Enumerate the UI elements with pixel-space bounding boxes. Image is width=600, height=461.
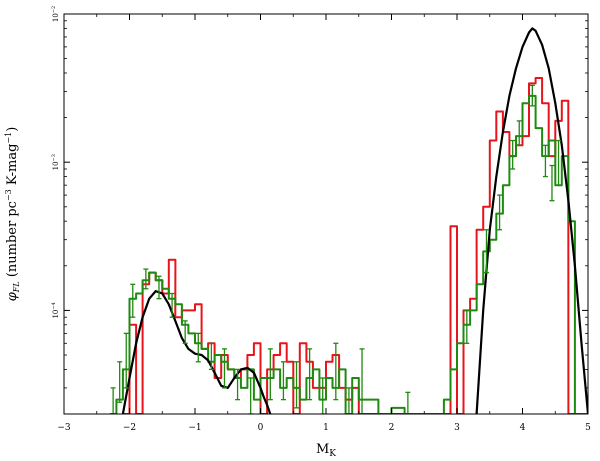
error-bar: [510, 139, 516, 170]
x-tick-label: 4: [520, 423, 526, 433]
tick-layer: −3 −2 −1 0 1 2 3 4 5 10−4 10−3 10−2: [51, 6, 591, 433]
error-bar: [464, 309, 470, 344]
x-tick-label: 5: [585, 423, 591, 433]
x-tick-label: 1: [323, 423, 329, 433]
y-axis-label-sup1: −3: [4, 189, 13, 201]
x-tick-label: 3: [454, 423, 460, 433]
y-axis-label-text2: K-mag: [5, 144, 20, 190]
series-layer: [109, 27, 588, 414]
error-bar: [208, 342, 214, 371]
errorbar-layer: [110, 84, 562, 414]
error-bar: [169, 292, 175, 318]
error-bar: [267, 348, 273, 401]
x-tick-label: 2: [389, 423, 395, 433]
error-bar: [359, 348, 365, 414]
error-bar: [516, 120, 522, 146]
error-bar: [143, 268, 149, 290]
error-bar: [195, 332, 201, 363]
y-axis-label-sub: FL: [12, 281, 21, 293]
error-bar: [556, 139, 562, 186]
series-line-1: [109, 94, 588, 414]
error-bar: [346, 387, 352, 414]
x-axis-label: MK: [316, 442, 336, 459]
x-axis-label-main: M: [316, 442, 329, 457]
error-bar: [130, 283, 136, 318]
series-line-2: [121, 27, 588, 414]
y-tick-label: 10−4: [51, 302, 60, 318]
error-bar: [542, 144, 548, 178]
error-bar: [333, 342, 339, 401]
x-tick-label: 0: [258, 423, 264, 433]
error-bar: [123, 332, 129, 389]
error-bar: [182, 320, 188, 344]
error-bar: [235, 368, 241, 401]
y-tick-label: 10−3: [51, 154, 60, 170]
y-axis-label: φFL (number pc−3 K-mag−1): [4, 127, 21, 302]
error-bar: [320, 377, 326, 414]
error-bar: [221, 348, 227, 389]
y-axis-label-phi: φ: [5, 291, 20, 301]
error-bar: [529, 84, 535, 107]
series-line-0: [122, 77, 588, 414]
x-tick-label: −2: [123, 423, 136, 433]
y-tick-label: 10−2: [51, 6, 60, 22]
error-bar: [110, 387, 116, 414]
x-tick-label: −1: [188, 423, 201, 433]
error-bar: [483, 229, 489, 274]
y-axis-label-text3: ): [5, 127, 20, 132]
error-bar: [117, 361, 123, 403]
y-axis-label-text1: (number pc: [5, 201, 20, 281]
error-bar: [156, 275, 162, 300]
error-bar: [294, 361, 300, 409]
x-axis-label-sub: K: [329, 449, 336, 459]
error-bar: [248, 377, 254, 414]
y-axis-label-sup2: −1: [4, 132, 13, 144]
error-bar: [280, 361, 286, 401]
error-bar: [497, 194, 503, 231]
error-bar: [307, 348, 313, 401]
error-bar: [549, 164, 555, 202]
error-bar: [405, 391, 411, 414]
x-tick-label: −3: [57, 423, 71, 433]
